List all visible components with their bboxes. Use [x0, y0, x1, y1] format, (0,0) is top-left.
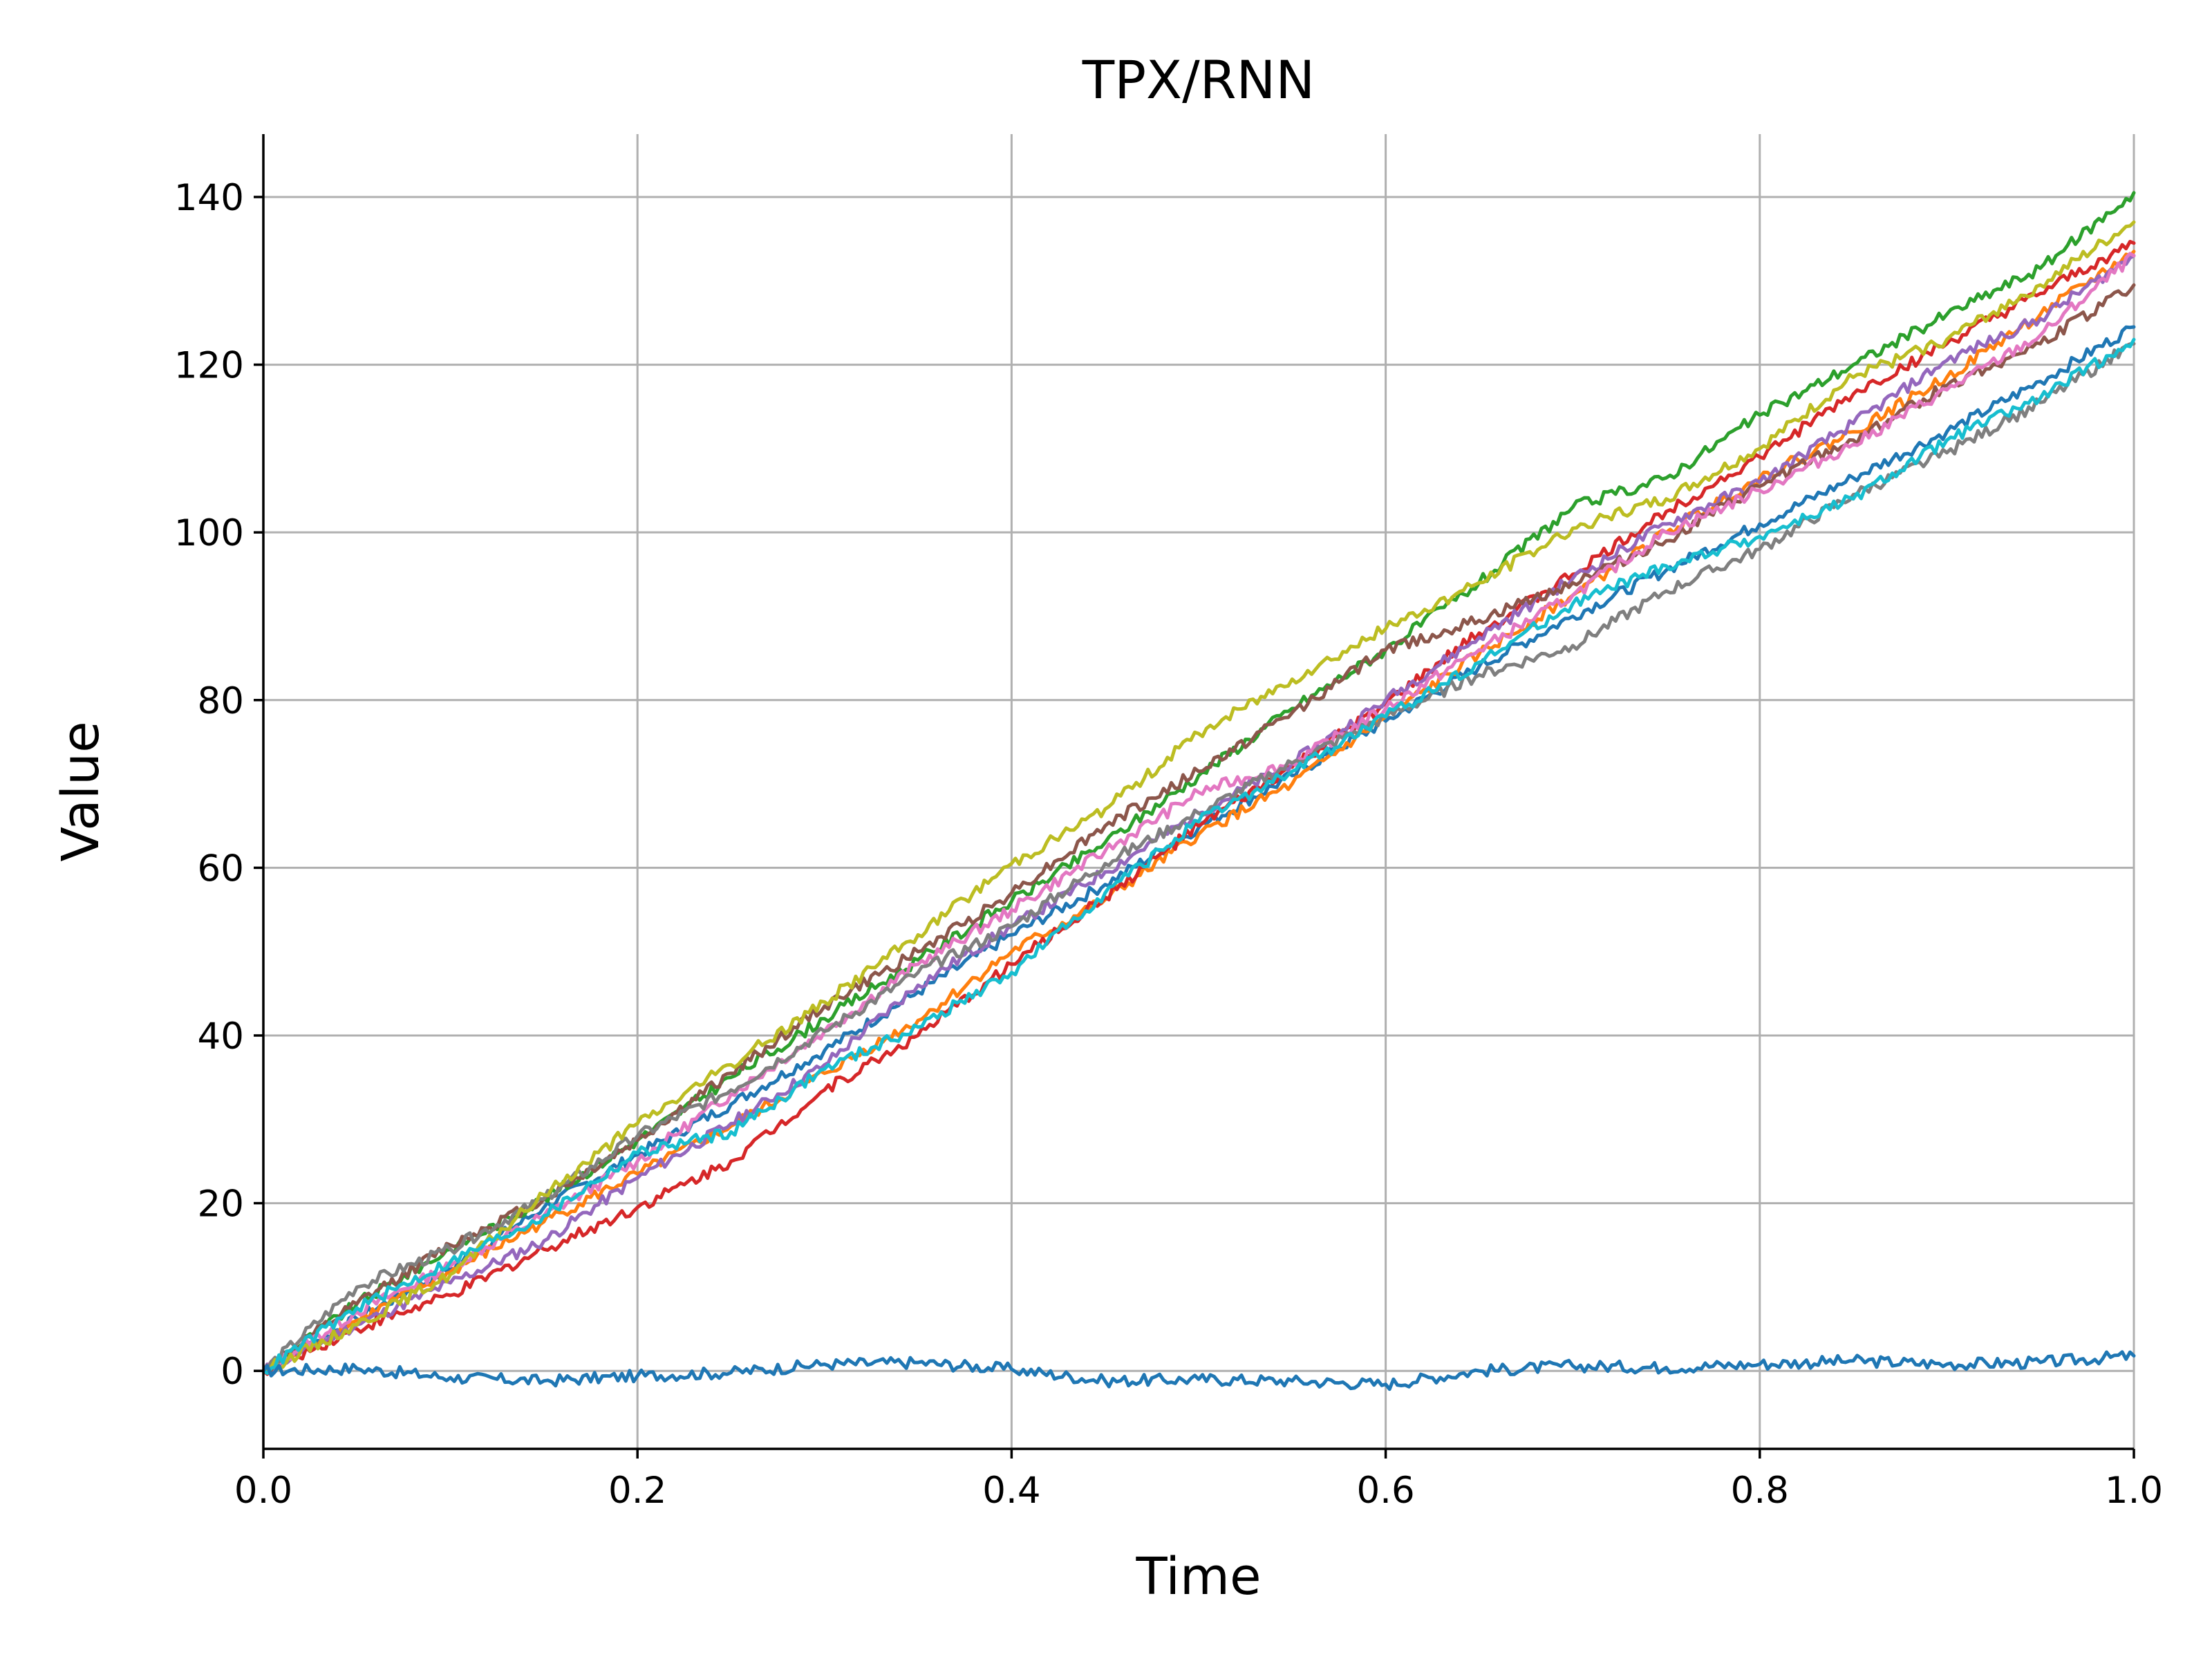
chart-title: TPX/RNN: [1082, 49, 1315, 111]
x-axis-ticks: 0.0 0.2 0.4 0.6 0.8 1.0: [234, 1449, 2163, 1512]
series-line-3: [261, 191, 2136, 1374]
y-tick-label: 60: [198, 847, 244, 890]
y-tick-label: 140: [174, 177, 244, 219]
x-tick-label: 0.0: [234, 1470, 292, 1512]
y-tick-label: 80: [198, 680, 244, 722]
y-axis-ticks: 0 20 40 60 80 100 120 140: [174, 177, 263, 1393]
x-axis-label: Time: [1135, 1547, 1261, 1606]
y-axis-label: Value: [51, 721, 111, 861]
x-tick-label: 0.4: [982, 1470, 1040, 1512]
series-line-2: [261, 250, 2136, 1373]
y-tick-label: 120: [174, 345, 244, 387]
y-tick-label: 100: [174, 512, 244, 554]
x-tick-label: 0.2: [608, 1470, 666, 1512]
series-line-9: [261, 220, 2136, 1374]
series-layer: [261, 191, 2136, 1391]
grid: [262, 134, 2135, 1449]
y-tick-label: 0: [221, 1351, 244, 1393]
y-tick-label: 40: [198, 1015, 244, 1058]
series-line-7: [261, 252, 2136, 1373]
x-tick-label: 0.8: [1731, 1470, 1789, 1512]
series-line-10: [261, 337, 2136, 1375]
x-tick-label: 1.0: [2105, 1470, 2163, 1512]
y-tick-label: 20: [198, 1183, 244, 1226]
series-line-11: [261, 1350, 2136, 1391]
x-tick-label: 0.6: [1356, 1470, 1414, 1512]
series-line-4: [261, 240, 2136, 1376]
